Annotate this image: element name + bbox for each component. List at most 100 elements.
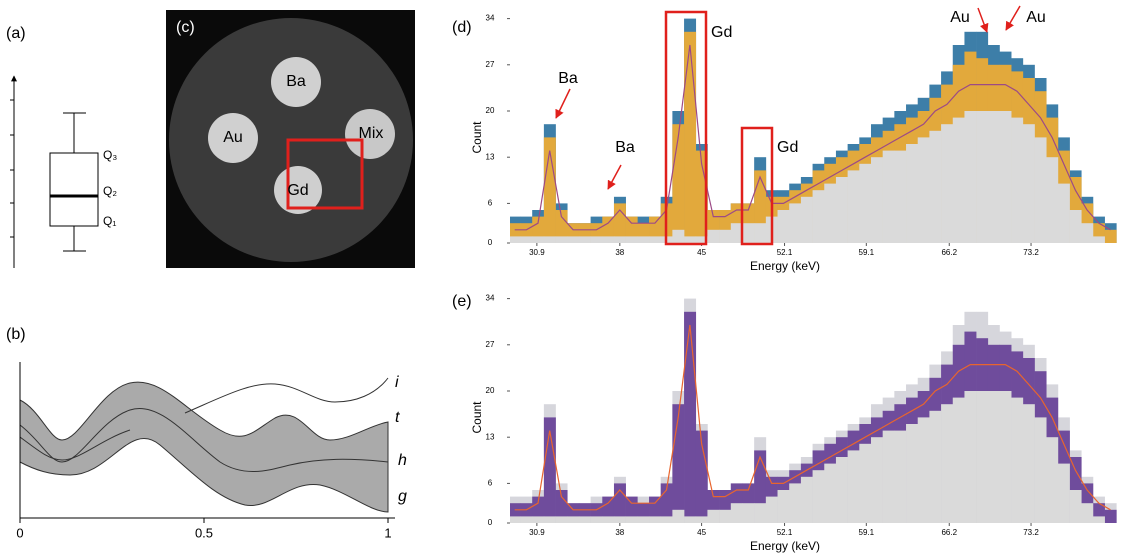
bar [590,503,603,523]
bar [590,223,603,243]
x-axis-title: Energy (keV) [750,539,820,553]
panel-label: (c) [176,19,195,36]
x-tick-label: 38 [615,528,624,537]
bar [510,516,521,523]
bar [555,210,568,243]
curve-label: g [398,488,407,505]
panel-label: (e) [452,293,472,310]
bar [543,516,556,523]
bar [894,430,907,523]
bar [555,516,568,523]
bar [520,516,533,523]
bar [695,236,708,243]
bar [719,509,732,523]
bar [941,124,954,243]
y-tick-label: 6 [488,479,493,488]
x-ticks: 0 0.5 1 [16,518,392,540]
bar [660,516,673,523]
bar [987,111,1000,243]
bar [765,496,778,523]
bar [929,410,942,523]
highlight-box [740,126,774,246]
bar [684,31,697,243]
bar [964,111,977,243]
bar [964,391,977,523]
bar [882,430,895,523]
bar [649,496,662,523]
bar [730,503,743,523]
bar [567,236,580,243]
bar [1022,404,1035,523]
bar [707,509,720,523]
bar [1011,397,1024,523]
bar [1092,503,1105,523]
region-label: Gd [287,182,308,199]
y-tick-label: 13 [486,432,495,441]
bar [637,503,650,523]
bar [906,144,919,243]
vial [345,109,395,159]
bar [1057,183,1070,243]
x-axis-title: Energy (keV) [750,259,820,273]
arrow [555,88,571,119]
bar [520,236,533,243]
bar [999,111,1012,243]
bar [625,496,638,523]
y-tick-label: 34 [486,294,495,303]
curve-label: t [395,409,400,426]
arrow [1005,5,1021,31]
bar [672,404,685,523]
bar [625,216,638,243]
y-tick-label: 27 [486,340,495,349]
x-tick-label: 66.2 [941,248,957,257]
annotation: Ba [615,139,635,156]
bar [695,516,708,523]
x-tick-label: 1 [384,525,391,540]
bar [976,391,989,523]
bar [999,391,1012,523]
bar [1022,124,1035,243]
region-label: Au [223,129,243,146]
bar [1104,229,1117,243]
y-tick-label: 6 [488,199,493,208]
bar [1046,157,1059,243]
bar [543,137,556,243]
vial [208,113,258,163]
vial [271,57,321,107]
y-axis-title: Count [470,401,484,434]
band [19,381,389,513]
bar [602,496,615,523]
bar [976,111,989,243]
curve [184,377,389,414]
y-tick-label: 20 [486,106,495,115]
bar [672,509,685,523]
annotation: Gd [711,24,732,41]
bar [532,496,545,523]
bar [532,216,545,243]
bar [555,236,568,243]
bar [637,516,650,523]
arrow [977,7,989,33]
bar [649,516,662,523]
bar [812,470,825,523]
bar [1057,463,1070,523]
bar [859,163,872,243]
bar [800,476,813,523]
bar [707,210,720,243]
x-tick-label: 66.2 [941,528,957,537]
bar [870,437,883,523]
bar [660,483,673,523]
x-tick-label: 0 [16,525,23,540]
plot-area [510,18,1117,244]
bar [684,236,697,243]
bar [777,490,790,523]
bar [602,216,615,243]
bar [637,236,650,243]
bar [812,190,825,243]
bar [824,463,837,523]
bar [684,311,697,523]
bar [917,137,930,243]
bar [1034,137,1047,243]
bar [684,516,697,523]
